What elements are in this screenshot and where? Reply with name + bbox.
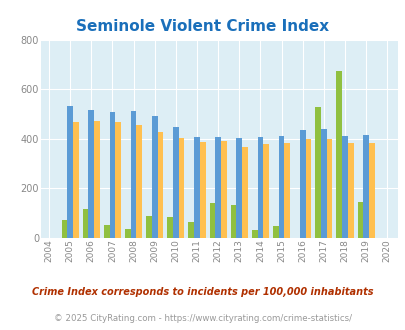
Bar [215,137,220,238]
Bar [273,226,278,238]
Text: Seminole Violent Crime Index: Seminole Violent Crime Index [76,19,329,34]
Bar [146,216,151,238]
Bar [88,110,94,238]
Bar [178,138,184,238]
Bar [199,142,205,238]
Bar [136,125,142,238]
Bar [73,122,79,238]
Text: Crime Index corresponds to incidents per 100,000 inhabitants: Crime Index corresponds to incidents per… [32,287,373,297]
Bar [315,107,320,238]
Bar [357,202,362,238]
Bar [241,147,247,238]
Bar [115,122,121,238]
Bar [341,136,347,238]
Bar [151,116,157,238]
Bar [109,112,115,238]
Bar [368,143,374,238]
Bar [230,205,236,238]
Bar [305,139,311,238]
Bar [220,141,226,238]
Bar [94,120,100,238]
Bar [130,111,136,238]
Bar [326,139,332,238]
Bar [362,135,368,238]
Bar [209,203,215,238]
Bar [257,137,263,238]
Bar [299,130,305,238]
Bar [104,225,109,238]
Bar [83,209,88,238]
Bar [347,143,353,238]
Bar [336,71,341,238]
Bar [67,106,73,238]
Bar [125,229,130,238]
Bar [278,136,284,238]
Bar [167,217,173,238]
Bar [284,143,290,238]
Bar [251,230,257,238]
Bar [157,132,163,238]
Bar [173,127,178,238]
Bar [62,220,67,238]
Text: © 2025 CityRating.com - https://www.cityrating.com/crime-statistics/: © 2025 CityRating.com - https://www.city… [54,314,351,323]
Bar [194,137,199,238]
Bar [236,138,241,238]
Bar [320,129,326,238]
Bar [263,144,269,238]
Bar [188,221,194,238]
